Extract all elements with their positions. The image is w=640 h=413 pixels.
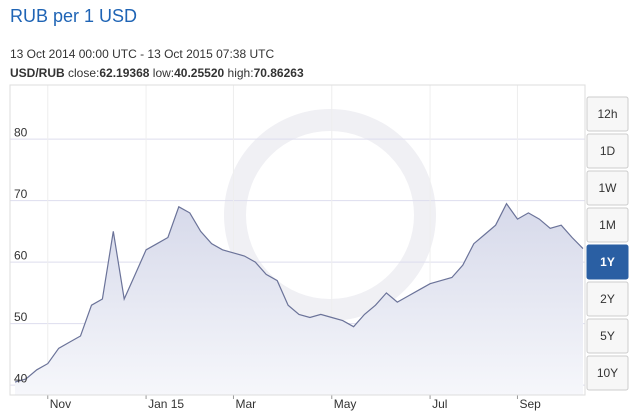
button-label: 12h: [597, 107, 617, 121]
stats: USD/RUB close:62.19368 low:40.25520 high…: [10, 66, 304, 80]
range-button[interactable]: 1W: [586, 170, 629, 206]
stat-value: 62.19368: [99, 66, 150, 80]
button-label: 1W: [599, 181, 618, 195]
button-label: 5Y: [600, 329, 615, 343]
range-button[interactable]: 12h: [586, 96, 629, 132]
button-label: 1M: [599, 218, 616, 232]
stat-label: low:: [152, 66, 175, 80]
button-bg: [586, 355, 629, 391]
area: [15, 203, 583, 395]
x-tick-label: Sep: [519, 397, 541, 411]
chart-title: RUB per 1 USD: [10, 6, 138, 26]
y-tick-label: 60: [14, 248, 28, 262]
button-bg: [586, 207, 629, 243]
stat-value: 70.86263: [253, 66, 304, 80]
y-tick-label: 80: [14, 125, 28, 139]
range-button[interactable]: 1D: [586, 133, 629, 169]
x-tick-label: Jul: [432, 397, 447, 411]
y-tick-label: 50: [14, 310, 28, 324]
line: [14, 202, 584, 383]
range-button[interactable]: 2Y: [586, 281, 629, 317]
button-bg: [586, 281, 629, 317]
x-tick-label: Mar: [235, 397, 256, 411]
y-tick-label: 40: [14, 371, 28, 385]
range-button[interactable]: 10Y: [586, 355, 629, 391]
button-label: 1Y: [600, 255, 615, 269]
range-button[interactable]: 1M: [586, 207, 629, 243]
button-bg: [586, 96, 629, 132]
button-bg: [586, 133, 629, 169]
range-button[interactable]: 5Y: [586, 318, 629, 354]
button-label: 10Y: [597, 366, 618, 380]
stat-value: 40.25520: [174, 66, 225, 80]
button-bg: [586, 244, 629, 280]
x-tick-label: Nov: [50, 397, 71, 411]
header: RUB per 1 USD 13 Oct 2014 00:00 UTC - 13…: [10, 6, 304, 80]
button-label: 1D: [600, 144, 616, 158]
chart-subtitle: 13 Oct 2014 00:00 UTC - 13 Oct 2015 07:3…: [10, 47, 275, 61]
y-tick-label: 70: [14, 187, 28, 201]
stat-label: high:: [227, 66, 254, 80]
pair: USD/RUB: [10, 66, 65, 80]
button-bg: [586, 318, 629, 354]
button-bg: [586, 170, 629, 206]
watermark: [224, 109, 436, 321]
x-tick-label: Jan 15: [148, 397, 184, 411]
x-tick-label: May: [334, 397, 357, 411]
range-button[interactable]: 1Y: [586, 244, 629, 280]
button-label: 2Y: [600, 292, 615, 306]
plot-area: [9, 84, 586, 396]
stat-label: close:: [68, 66, 100, 80]
